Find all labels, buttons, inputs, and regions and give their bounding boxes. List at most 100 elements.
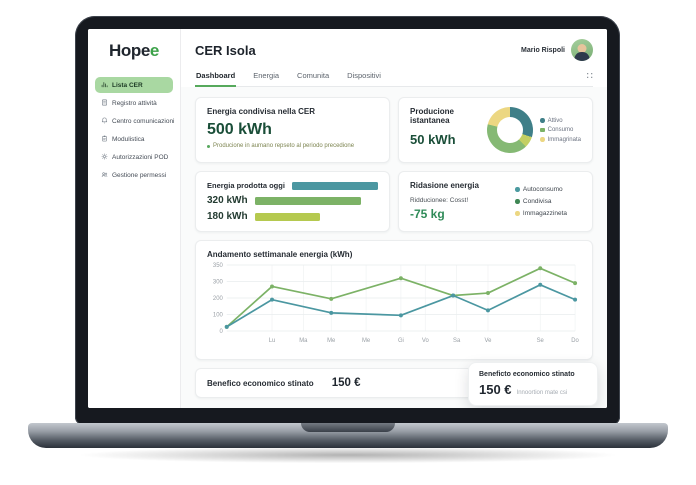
laptop-base <box>28 423 668 448</box>
legend-item-immagazzineta: Immagazzineta <box>515 210 567 217</box>
dot-marker-icon <box>515 199 520 204</box>
chart-title: Andamento settimanale energia (kWh) <box>207 250 353 259</box>
sidebar-item-autorizzazioni-pod[interactable]: Autorizzazioni POD <box>95 149 173 165</box>
co2-reduction-value: -75 kg <box>410 207 445 221</box>
horizontal-bar <box>291 181 378 190</box>
sidebar: Hopee Lista CER Registro attività Centro c… <box>88 29 181 408</box>
gear-icon <box>101 153 108 162</box>
user-menu[interactable]: Mario Rispoli <box>521 39 593 61</box>
sidebar-item-modulistica[interactable]: Modulistica <box>95 131 173 147</box>
tab-bar: Dashboard Energia Comunita Dispositivi ∷ <box>195 67 593 87</box>
instant-production-value: 50 kWh <box>410 132 456 147</box>
users-icon <box>101 171 108 180</box>
svg-text:Vo: Vo <box>422 338 430 344</box>
legend-item-immagrinata: Immagrinata <box>540 137 581 143</box>
bar-value-label: 180 kWh <box>207 211 248 222</box>
legend-label: Autoconsumo <box>522 186 563 193</box>
legend-label: Immagrinata <box>547 136 581 143</box>
sidebar-item-lista-cer[interactable]: Lista CER <box>95 77 173 93</box>
bullet-icon <box>207 144 210 148</box>
sidebar-item-label: Gestione permessi <box>112 171 167 179</box>
bar-value-label: 320 kWh <box>207 195 248 206</box>
laptop-bezel: Hopee Lista CER Registro attività Centro c… <box>75 16 620 425</box>
sidebar-item-label: Centro comunicazioni <box>112 117 175 125</box>
benefit-label: Benefico economico stinato <box>207 378 314 388</box>
legend-item-consumo: Consumo <box>540 127 581 133</box>
dot-marker-icon <box>515 187 520 192</box>
dot-marker-icon <box>515 211 520 216</box>
weekly-energy-line-chart: 0 100 200 300 350 Lu Ma Me Me Gi Vo Sa Ve Se Do <box>213 263 580 344</box>
card-title: Energia prodotta oggi <box>207 181 285 190</box>
reduction-legend: Autoconsumo Condivisa Immagazzineta <box>515 181 581 222</box>
bar-row-320-kwh: 320 kWh <box>207 195 378 206</box>
grid-view-icon[interactable]: ∷ <box>586 71 593 82</box>
svg-text:Me: Me <box>362 338 371 344</box>
popup-note: Innoortion mate csi <box>516 390 568 396</box>
svg-text:350: 350 <box>213 263 224 269</box>
card-title: Energia condivisa nella CER <box>207 107 316 116</box>
avatar[interactable] <box>571 39 593 61</box>
legend-label: Consumo <box>547 127 574 133</box>
card-title: Ridasione energia <box>410 181 479 190</box>
tab-dispositivi[interactable]: Dispositivi <box>347 71 381 80</box>
tab-energia[interactable]: Energia <box>253 71 280 80</box>
bar-chart-icon <box>101 81 108 90</box>
svg-text:Gi: Gi <box>398 338 404 344</box>
tab-dashboard[interactable]: Dashboard <box>195 67 237 87</box>
user-name: Mario Rispoli <box>521 46 565 54</box>
card-weekly-chart: Andamento settimanale energia (kWh) 0 100… <box>195 240 593 360</box>
sidebar-item-centro-comunicazioni[interactable]: Centro comunicazioni <box>95 113 175 129</box>
page-title: CER Isola <box>195 42 256 58</box>
svg-text:Me: Me <box>327 338 336 344</box>
bar-row-180-kwh: 180 kWh <box>207 211 378 222</box>
legend-label: Attivo <box>547 117 563 124</box>
sidebar-item-registro-attivit[interactable]: Registro attività <box>95 95 173 111</box>
donut-legend: Attivo Consumo Immagrinata <box>540 118 581 143</box>
benefit-popup-card: Beneficto economico stinato 150 € Innoor… <box>468 362 598 406</box>
sidebar-nav: Lista CER Registro attività Centro comunic… <box>93 77 175 183</box>
svg-text:Lu: Lu <box>269 338 276 344</box>
svg-text:Ve: Ve <box>485 338 493 344</box>
card-riduzione-energia: Ridasione energia Ridducionee: Cosst! -7… <box>398 171 593 232</box>
legend-label: Condivisa <box>522 198 552 205</box>
legend-item-condivisa: Condivisa <box>515 198 567 205</box>
bar-row-energia-prodotta-oggi: Energia prodotta oggi <box>207 181 378 190</box>
svg-text:Sa: Sa <box>453 338 461 344</box>
card-title: Producione istantanea <box>410 107 455 125</box>
sidebar-item-gestione-permessi[interactable]: Gestione permessi <box>95 167 173 183</box>
bell-icon <box>101 117 108 126</box>
tab-comunita[interactable]: Comunita <box>297 71 330 80</box>
card-energia-prodotta: Energia prodotta oggi 320 kWh 180 kWh <box>195 171 390 232</box>
dot-marker-icon <box>540 118 545 123</box>
svg-text:0: 0 <box>219 329 223 335</box>
svg-text:100: 100 <box>213 312 224 318</box>
benefit-value: 150 € <box>331 377 361 389</box>
donut-chart <box>487 107 534 153</box>
legend-item-attivo: Attivo <box>540 118 581 124</box>
trend-note: Producione in aumano repseto al periodo … <box>207 143 378 149</box>
svg-text:Se: Se <box>537 338 545 344</box>
topbar: CER Isola Mario Rispoli <box>181 29 607 67</box>
svg-text:200: 200 <box>213 296 224 302</box>
reduction-subtitle: Ridducionee: Cosst! <box>410 197 469 204</box>
dashboard-content: Energia condivisa nella CER 500 kWh Prod… <box>181 87 607 408</box>
popup-title: Beneficto economico stinato <box>479 371 575 378</box>
sidebar-item-label: Autorizzazioni POD <box>112 153 169 161</box>
legend-label: Immagazzineta <box>522 210 567 217</box>
horizontal-bar <box>254 212 320 221</box>
card-energia-condivisa: Energia condivisa nella CER 500 kWh Prod… <box>195 97 390 163</box>
horizontal-bar <box>254 196 361 205</box>
document-icon <box>101 99 108 108</box>
app-logo: Hopee <box>109 41 159 60</box>
sidebar-item-label: Registro attività <box>112 99 157 107</box>
card-produzione-istantanea: Producione istantanea 50 kWh Attivo Consu… <box>398 97 593 163</box>
square-marker-icon <box>540 127 545 133</box>
clipboard-icon <box>101 135 108 144</box>
laptop-screen: Hopee Lista CER Registro attività Centro c… <box>88 29 607 408</box>
sidebar-item-label: Lista CER <box>112 81 143 89</box>
shared-energy-value: 500 kWh <box>207 121 272 138</box>
svg-text:300: 300 <box>213 279 224 285</box>
main-area: CER Isola Mario Rispoli Dashboard Energia… <box>181 29 607 408</box>
popup-value: 150 € <box>479 382 512 397</box>
